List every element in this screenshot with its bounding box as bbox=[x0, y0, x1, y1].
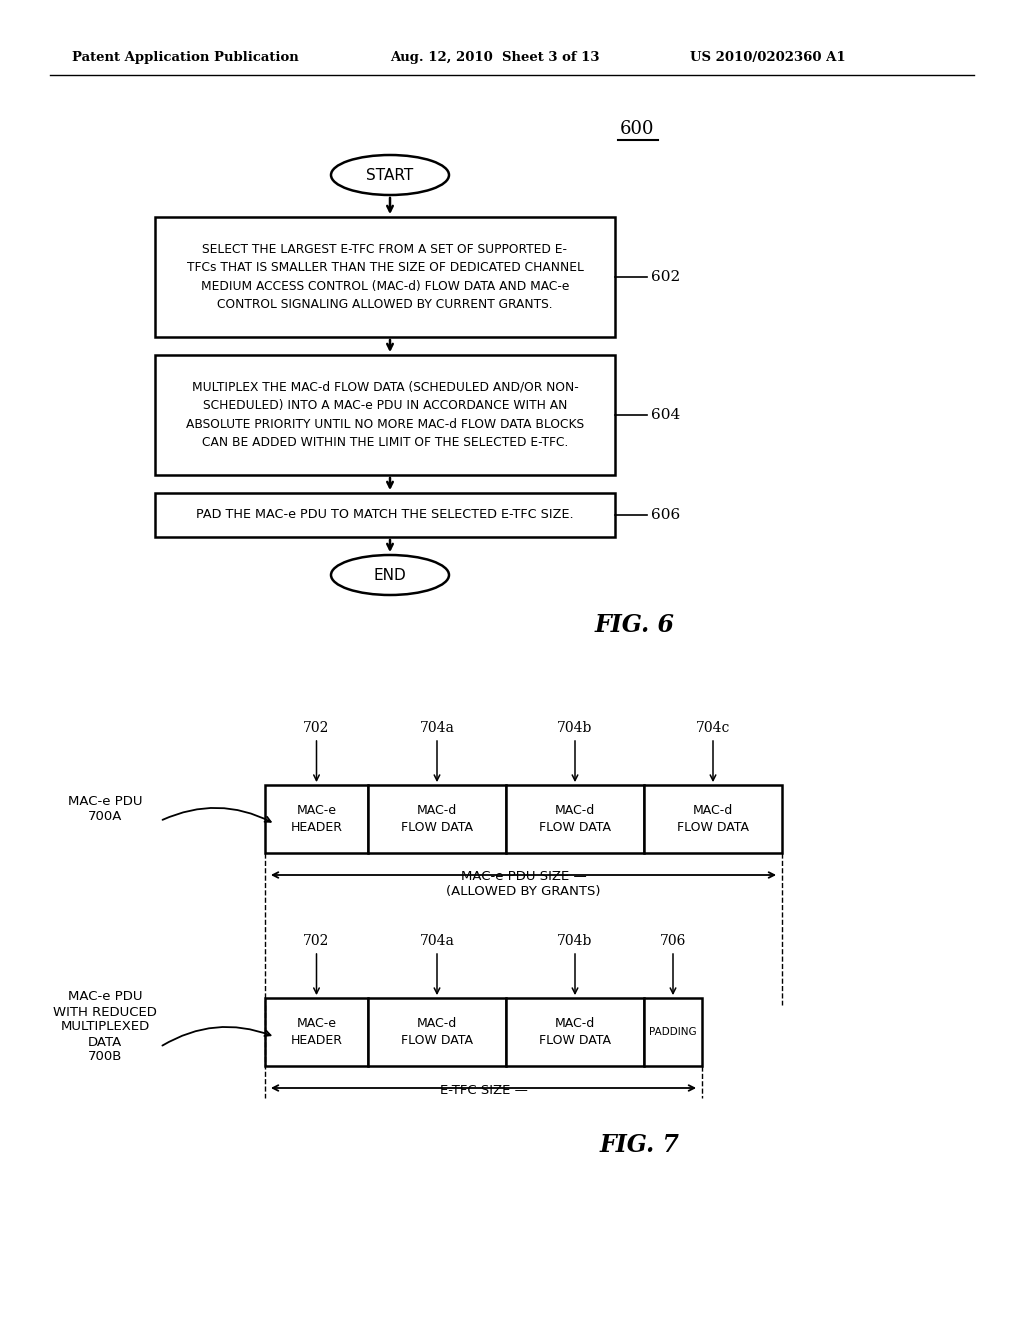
FancyBboxPatch shape bbox=[506, 998, 644, 1067]
Text: 602: 602 bbox=[651, 271, 680, 284]
Text: MAC-e
HEADER: MAC-e HEADER bbox=[291, 1016, 342, 1047]
Ellipse shape bbox=[331, 554, 449, 595]
Text: 706: 706 bbox=[659, 935, 686, 948]
Text: 704a: 704a bbox=[420, 721, 455, 735]
Text: 702: 702 bbox=[303, 721, 330, 735]
Text: FIG. 7: FIG. 7 bbox=[600, 1133, 680, 1158]
FancyBboxPatch shape bbox=[506, 785, 644, 853]
Text: END: END bbox=[374, 568, 407, 582]
FancyBboxPatch shape bbox=[644, 998, 702, 1067]
Text: 704b: 704b bbox=[557, 935, 593, 948]
Text: START: START bbox=[367, 168, 414, 182]
FancyBboxPatch shape bbox=[644, 785, 782, 853]
Text: PADDING: PADDING bbox=[649, 1027, 696, 1038]
Text: MAC-e PDU SIZE —
(ALLOWED BY GRANTS): MAC-e PDU SIZE — (ALLOWED BY GRANTS) bbox=[446, 870, 601, 898]
Text: US 2010/0202360 A1: US 2010/0202360 A1 bbox=[690, 51, 846, 65]
Text: E-TFC SIZE —: E-TFC SIZE — bbox=[439, 1084, 527, 1097]
FancyBboxPatch shape bbox=[265, 998, 368, 1067]
Text: MAC-e PDU
700A: MAC-e PDU 700A bbox=[68, 795, 142, 822]
Text: MAC-d
FLOW DATA: MAC-d FLOW DATA bbox=[539, 1016, 611, 1047]
FancyBboxPatch shape bbox=[265, 785, 368, 853]
Text: 704a: 704a bbox=[420, 935, 455, 948]
Text: Patent Application Publication: Patent Application Publication bbox=[72, 51, 299, 65]
FancyBboxPatch shape bbox=[155, 216, 615, 337]
Text: FIG. 6: FIG. 6 bbox=[595, 612, 675, 638]
Ellipse shape bbox=[331, 154, 449, 195]
Text: MAC-d
FLOW DATA: MAC-d FLOW DATA bbox=[401, 1016, 473, 1047]
Text: SELECT THE LARGEST E-TFC FROM A SET OF SUPPORTED E-
TFCs THAT IS SMALLER THAN TH: SELECT THE LARGEST E-TFC FROM A SET OF S… bbox=[186, 243, 584, 312]
Text: 606: 606 bbox=[651, 508, 680, 521]
FancyBboxPatch shape bbox=[155, 355, 615, 475]
Text: 604: 604 bbox=[651, 408, 680, 422]
Text: 702: 702 bbox=[303, 935, 330, 948]
FancyBboxPatch shape bbox=[155, 492, 615, 537]
Text: 704b: 704b bbox=[557, 721, 593, 735]
FancyBboxPatch shape bbox=[368, 998, 506, 1067]
FancyBboxPatch shape bbox=[368, 785, 506, 853]
Text: MAC-d
FLOW DATA: MAC-d FLOW DATA bbox=[401, 804, 473, 834]
Text: MAC-e PDU
WITH REDUCED
MULTIPLEXED
DATA
700B: MAC-e PDU WITH REDUCED MULTIPLEXED DATA … bbox=[53, 990, 157, 1064]
Text: 600: 600 bbox=[620, 120, 654, 139]
Text: MULTIPLEX THE MAC-d FLOW DATA (SCHEDULED AND/OR NON-
SCHEDULED) INTO A MAC-e PDU: MULTIPLEX THE MAC-d FLOW DATA (SCHEDULED… bbox=[186, 380, 584, 449]
Text: MAC-d
FLOW DATA: MAC-d FLOW DATA bbox=[677, 804, 749, 834]
Text: MAC-d
FLOW DATA: MAC-d FLOW DATA bbox=[539, 804, 611, 834]
Text: MAC-e
HEADER: MAC-e HEADER bbox=[291, 804, 342, 834]
Text: PAD THE MAC-e PDU TO MATCH THE SELECTED E-TFC SIZE.: PAD THE MAC-e PDU TO MATCH THE SELECTED … bbox=[197, 508, 573, 521]
Text: Aug. 12, 2010  Sheet 3 of 13: Aug. 12, 2010 Sheet 3 of 13 bbox=[390, 51, 599, 65]
Text: 704c: 704c bbox=[696, 721, 730, 735]
